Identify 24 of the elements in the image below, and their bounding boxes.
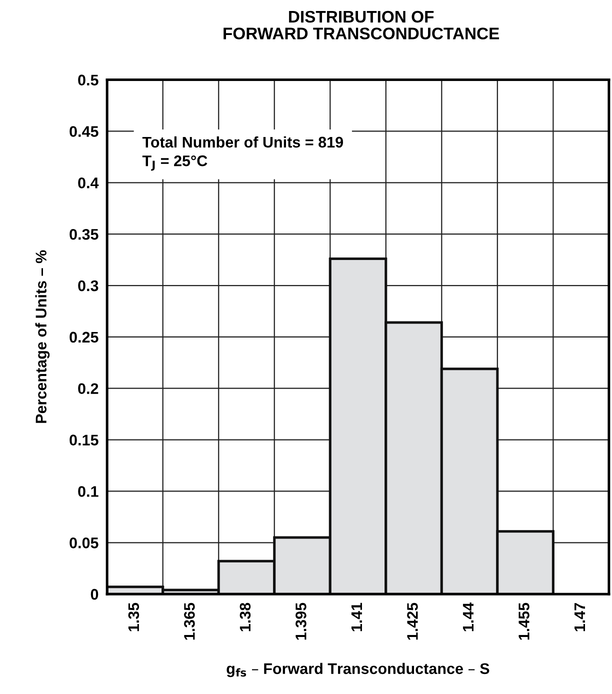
x-tick-label: 1.35 xyxy=(128,602,140,632)
y-tick-label: 0.5 xyxy=(78,74,98,86)
x-tick-label: 1.365 xyxy=(184,602,195,640)
y-tick-label: 0.3 xyxy=(78,280,98,292)
y-tick-label: 0.45 xyxy=(70,126,98,137)
y-tick-label: 0.05 xyxy=(70,538,98,548)
x-tick-label: 1.425 xyxy=(407,602,418,640)
x-axis-title: g$_{fs}$ – Forward Transconductance – S xyxy=(226,662,490,678)
annotation: Total Number of Units = 819 T$_{J}$ = 25°C xyxy=(142,136,344,171)
y-tick-label: 0.1 xyxy=(78,486,98,497)
y-tick-label: 0.25 xyxy=(70,332,98,343)
y-tick-label: 0 xyxy=(90,588,98,600)
y-tick-label: 0.15 xyxy=(70,434,98,446)
y-tick-label: 0.2 xyxy=(78,383,98,394)
x-tick-label: 1.38 xyxy=(240,602,251,632)
chart-title: DISTRIBUTION OF FORWARD TRANSCONDUCTANCE xyxy=(224,10,500,40)
y-axis-title: Percentage of Units – % xyxy=(35,250,50,423)
y-tick-label: 0.4 xyxy=(78,178,99,188)
x-tick-label: 1.47 xyxy=(574,603,586,632)
x-tick-label: 1.41 xyxy=(351,602,362,632)
x-tick-label: 1.395 xyxy=(296,602,306,640)
y-tick-label: 0.35 xyxy=(70,228,98,240)
x-tick-label: 1.455 xyxy=(518,602,530,640)
x-tick-label: 1.44 xyxy=(462,602,474,632)
